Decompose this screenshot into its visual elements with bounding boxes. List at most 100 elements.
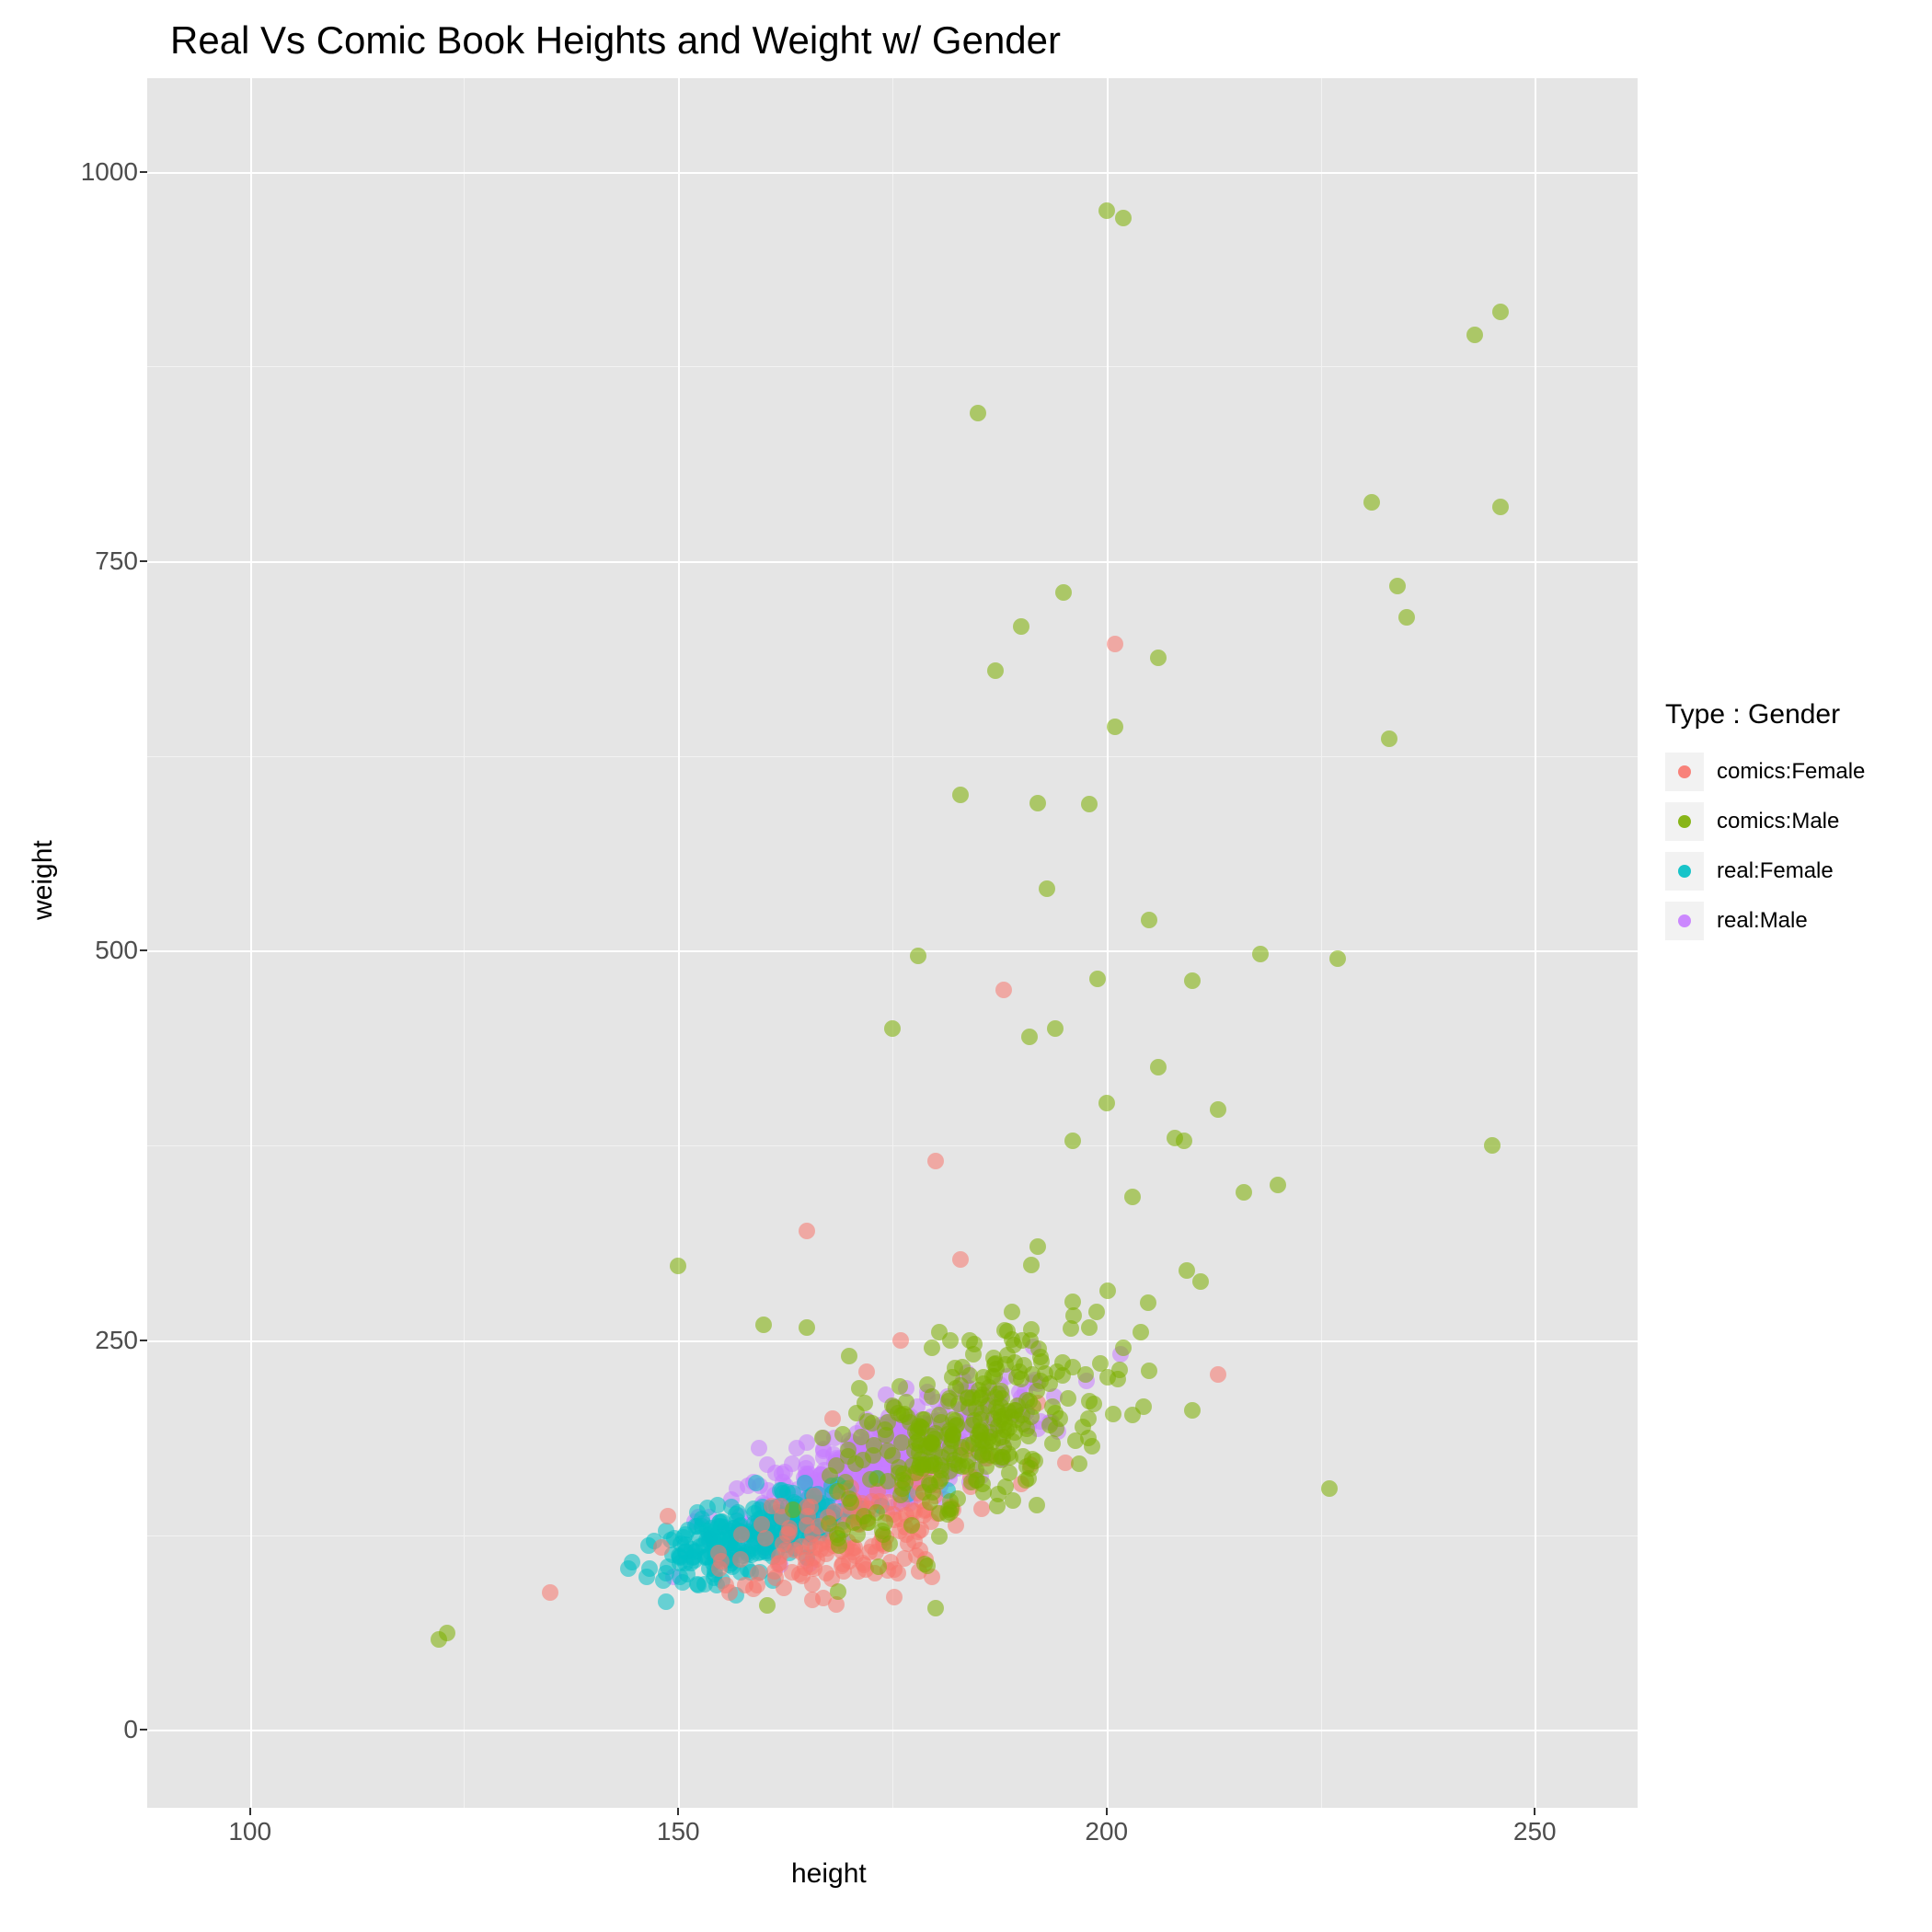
scatter-point [853, 1429, 869, 1445]
scatter-point [1484, 1137, 1501, 1154]
scatter-point [994, 1449, 1010, 1466]
scatter-point [1004, 1331, 1020, 1348]
scatter-point [1141, 912, 1157, 928]
scatter-point [884, 1447, 901, 1464]
scatter-point [1210, 1366, 1226, 1383]
scatter-point [1466, 327, 1483, 343]
scatter-point [670, 1258, 686, 1274]
scatter-point [658, 1565, 674, 1581]
scatter-point [942, 1493, 959, 1510]
scatter-point [989, 1498, 1006, 1514]
scatter-point [973, 1501, 990, 1517]
scatter-point [834, 1558, 850, 1574]
scatter-point [1115, 210, 1132, 226]
scatter-point [1184, 1402, 1201, 1419]
scatter-point [1080, 1410, 1097, 1427]
legend-item: comics:Male [1665, 797, 1914, 846]
scatter-point [1184, 972, 1201, 989]
scatter-point [1081, 1393, 1098, 1409]
y-tick-label: 0 [46, 1715, 138, 1744]
scatter-point [972, 1421, 989, 1438]
scatter-point [759, 1597, 776, 1614]
scatter-point [788, 1440, 805, 1456]
scatter-point [785, 1501, 801, 1518]
scatter-point [927, 1600, 944, 1616]
scatter-point [862, 1471, 879, 1488]
scatter-point [931, 1324, 948, 1340]
scatter-point [1044, 1398, 1061, 1415]
scatter-point [1063, 1320, 1079, 1337]
scatter-point [814, 1430, 831, 1446]
scatter-point [799, 1319, 815, 1336]
scatter-point [1081, 796, 1098, 812]
scatter-point [1099, 1369, 1116, 1386]
scatter-point [1107, 719, 1123, 735]
scatter-point [737, 1577, 753, 1593]
scatter-point [1492, 304, 1509, 320]
scatter-point [1060, 1390, 1076, 1407]
scatter-point [834, 1426, 851, 1443]
scatter-point [870, 1558, 887, 1575]
scatter-point [1150, 1059, 1167, 1075]
scatter-point [542, 1584, 558, 1601]
scatter-point [624, 1554, 640, 1570]
scatter-point [1064, 1133, 1081, 1149]
scatter-point [1236, 1184, 1252, 1201]
scatter-point [1099, 1282, 1116, 1299]
scatter-point [677, 1543, 694, 1559]
scatter-point [781, 1520, 798, 1536]
scatter-point [857, 1395, 873, 1411]
scatter-point [952, 1251, 969, 1268]
scatter-point [1252, 946, 1269, 962]
scatter-point [699, 1500, 716, 1516]
scatter-point [1084, 1438, 1100, 1455]
scatter-point [877, 1421, 893, 1438]
scatter-point [1013, 618, 1029, 635]
scatter-point [1023, 1257, 1040, 1273]
legend-title: Type : Gender [1665, 699, 1914, 730]
legend-label: comics:Male [1717, 809, 1839, 834]
scatter-point [1081, 1319, 1098, 1336]
legend-item: comics:Female [1665, 747, 1914, 797]
legend-item: real:Male [1665, 896, 1914, 946]
scatter-point [829, 1526, 845, 1543]
scatter-point [910, 948, 926, 964]
scatter-point [1492, 499, 1509, 515]
scatter-point [849, 1526, 866, 1543]
scatter-point [916, 1556, 933, 1572]
scatter-point [1210, 1101, 1226, 1118]
scatter-point [891, 1378, 908, 1395]
scatter-point [757, 1530, 774, 1547]
scatter-point [886, 1589, 903, 1605]
scatter-point [858, 1363, 875, 1380]
scatter-point [1088, 1304, 1105, 1320]
scatter-point [884, 1020, 901, 1037]
scatter-point [924, 1340, 940, 1356]
scatter-point [1176, 1133, 1192, 1149]
scatter-point [1064, 1294, 1081, 1310]
scatter-point [755, 1317, 772, 1333]
scatter-point [1329, 950, 1346, 967]
legend-dot-icon [1678, 914, 1691, 927]
scatter-point [1133, 1324, 1149, 1340]
scatter-point [1055, 584, 1072, 601]
scatter-point [799, 1223, 815, 1239]
scatter-point [924, 1435, 940, 1452]
scatter-point [1005, 1433, 1021, 1450]
scatter-point [1398, 609, 1415, 626]
scatter-point [771, 1555, 788, 1571]
scatter-point [1363, 494, 1380, 511]
scatter-point [807, 1539, 823, 1556]
x-tick-label: 250 [1513, 1817, 1557, 1846]
scatter-point [1033, 1353, 1050, 1370]
scatter-point [903, 1517, 920, 1534]
scatter-point [776, 1580, 792, 1596]
scatter-point [968, 1400, 984, 1417]
x-tick-label: 150 [657, 1817, 700, 1846]
scatter-point [987, 662, 1004, 679]
y-tick-label: 750 [46, 546, 138, 576]
legend-dot-icon [1678, 765, 1691, 778]
scatter-point [1048, 1420, 1064, 1437]
scatter-point [952, 787, 969, 803]
x-tick-label: 200 [1085, 1817, 1128, 1846]
